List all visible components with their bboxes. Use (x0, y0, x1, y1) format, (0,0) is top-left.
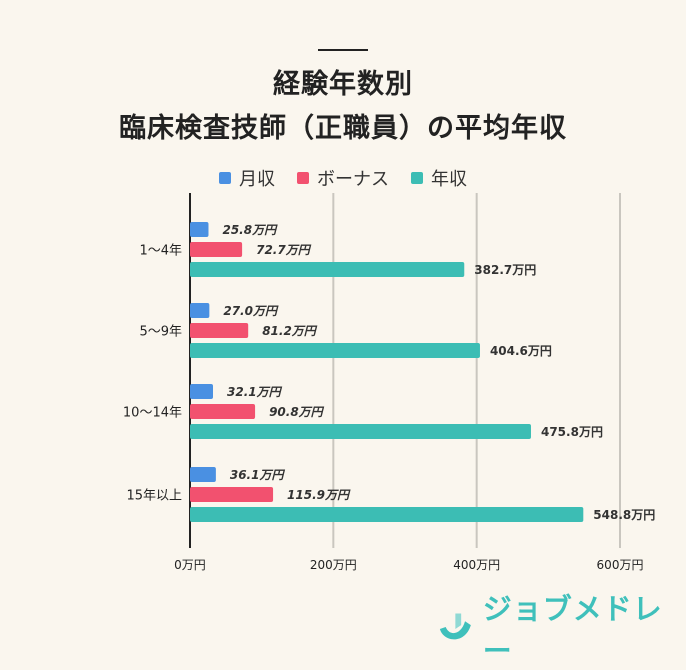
x-tick-label: 600万円 (597, 558, 644, 572)
data-label: 72.7万円 (256, 243, 312, 257)
x-tick-label: 200万円 (310, 558, 357, 572)
data-label: 36.1万円 (230, 468, 286, 482)
brand-name: ジョブメドレー (482, 592, 663, 668)
data-label: 115.9万円 (287, 488, 351, 502)
legend-item-annual: 年収 (411, 165, 467, 191)
legend-label-bonus: ボーナス (317, 169, 389, 190)
legend-swatch-annual (411, 172, 423, 184)
x-tick-label: 0万円 (174, 558, 206, 572)
data-label: 548.8万円 (593, 508, 655, 522)
chart-title-line1: 経験年数別 (273, 69, 413, 100)
category-label: 1〜4年 (139, 244, 182, 259)
bar (190, 507, 584, 522)
bar (190, 222, 209, 237)
brand-logo-icon (439, 613, 471, 640)
data-label: 81.2万円 (262, 324, 318, 338)
category-label: 5〜9年 (139, 325, 182, 340)
bar (190, 467, 216, 482)
data-label: 404.6万円 (490, 344, 552, 358)
category-label: 15年以上 (126, 489, 182, 504)
brand-logo: ジョブメドレー (436, 586, 686, 670)
bar (190, 424, 531, 439)
legend: 月収 ボーナス 年収 (0, 165, 686, 191)
bar (190, 242, 243, 257)
bar (190, 343, 480, 358)
title-decoration (318, 49, 368, 51)
data-label: 475.8万円 (541, 425, 603, 439)
legend-item-bonus: ボーナス (297, 165, 389, 191)
legend-swatch-monthly (219, 172, 231, 184)
data-label: 90.8万円 (269, 405, 325, 419)
data-label: 25.8万円 (222, 223, 278, 237)
legend-label-annual: 年収 (431, 169, 467, 190)
bar-chart: 0万円 200万円 400万円 600万円 1〜4年 25.8万円 72.7万円 382.7万… (123, 193, 655, 572)
chart-title-line2: 臨床検査技師（正職員）の平均年収 (119, 113, 567, 144)
data-label: 27.0万円 (223, 304, 279, 318)
x-tick-label: 400万円 (453, 558, 500, 572)
legend-item-monthly: 月収 (219, 165, 275, 191)
bar (190, 323, 249, 338)
legend-swatch-bonus (297, 172, 309, 184)
legend-label-monthly: 月収 (239, 169, 275, 190)
bar (190, 404, 256, 419)
category-label: 10〜14年 (123, 406, 182, 421)
bar (190, 384, 214, 399)
bar (190, 487, 274, 502)
bar (190, 262, 465, 277)
bar (190, 303, 210, 318)
data-label: 32.1万円 (227, 385, 283, 399)
data-label: 382.7万円 (474, 263, 536, 277)
